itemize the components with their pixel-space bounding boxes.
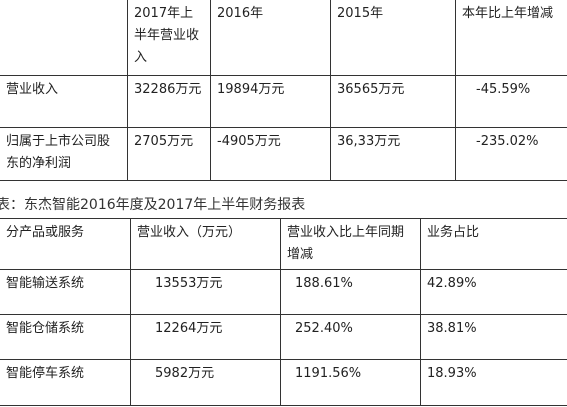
table-cell: 32286万元 <box>127 75 211 128</box>
table-cell: 252.40% <box>280 314 421 360</box>
table-cell: 36565万元 <box>330 75 456 128</box>
table-cell: 营业收入 <box>0 75 128 128</box>
table-cell: -4905万元 <box>210 127 331 181</box>
header-cell: 2015年 <box>330 0 456 76</box>
table-cell: 12264万元 <box>130 314 281 360</box>
finance-table: 2017年上半年营业收入 2016年 2015年 本年比上年增减 营业收入 32286万元… <box>0 0 567 181</box>
header-cell: 2016年 <box>210 0 331 76</box>
table-cell: -235.02% <box>455 127 567 181</box>
table-caption: 表：东杰智能2016年度及2017年上半年财务报表 <box>0 197 306 213</box>
header-cell: 营业收入（万元） <box>130 218 281 270</box>
table-cell: 1191.56% <box>280 359 421 406</box>
header-cell: 2017年上半年营业收入 <box>127 0 211 76</box>
table-row: 分产品或服务 营业收入（万元） 营业收入比上年同期增减 业务占比 <box>0 218 567 270</box>
table-cell: 42.89% <box>420 269 567 315</box>
product-table: 分产品或服务 营业收入（万元） 营业收入比上年同期增减 业务占比 智能输送系统 13553… <box>0 218 567 406</box>
header-cell: 营业收入比上年同期增减 <box>280 218 421 270</box>
table-cell: 19894万元 <box>210 75 331 128</box>
table-cell: -45.59% <box>455 75 567 128</box>
table-row: 智能停车系统 5982万元 1191.56% 18.93% <box>0 359 567 406</box>
header-cell: 业务占比 <box>420 218 567 270</box>
table-cell: 智能停车系统 <box>0 359 131 406</box>
table-row: 智能输送系统 13553万元 188.61% 42.89% <box>0 269 567 315</box>
table-row: 智能仓储系统 12264万元 252.40% 38.81% <box>0 314 567 360</box>
header-cell <box>0 0 128 76</box>
table-cell: 38.81% <box>420 314 567 360</box>
table-cell: 归属于上市公司股东的净利润 <box>0 127 128 181</box>
table-row: 营业收入 32286万元 19894万元 36565万元 -45.59% <box>0 75 567 128</box>
table-cell: 188.61% <box>280 269 421 315</box>
table-cell: 智能输送系统 <box>0 269 131 315</box>
table-row: 2017年上半年营业收入 2016年 2015年 本年比上年增减 <box>0 0 567 76</box>
table-row: 归属于上市公司股东的净利润 2705万元 -4905万元 36,33万元 -235.02… <box>0 127 567 181</box>
table-cell: 2705万元 <box>127 127 211 181</box>
table-cell: 5982万元 <box>130 359 281 406</box>
header-cell: 本年比上年增减 <box>455 0 567 76</box>
table-cell: 36,33万元 <box>330 127 456 181</box>
header-cell: 分产品或服务 <box>0 218 131 270</box>
table-cell: 13553万元 <box>130 269 281 315</box>
table-cell: 智能仓储系统 <box>0 314 131 360</box>
table-cell: 18.93% <box>420 359 567 406</box>
